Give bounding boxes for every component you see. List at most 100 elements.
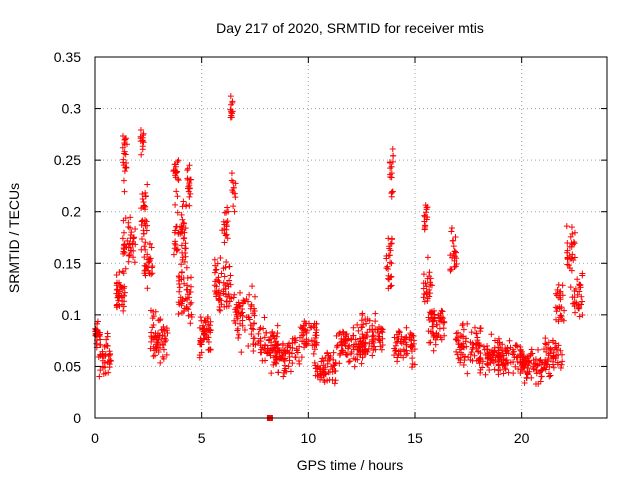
data-point	[459, 322, 466, 329]
data-point	[388, 235, 395, 242]
data-point	[250, 347, 257, 354]
data-point	[449, 237, 456, 244]
y-tick-label: 0.1	[62, 307, 82, 323]
data-point	[95, 331, 102, 338]
data-point	[163, 351, 170, 358]
data-point	[176, 288, 183, 295]
data-point	[437, 334, 444, 341]
data-point	[249, 283, 256, 290]
data-point	[554, 361, 561, 368]
data-point	[547, 346, 554, 353]
data-point	[557, 347, 564, 354]
data-point	[269, 330, 276, 337]
data-point	[137, 127, 144, 134]
data-point	[140, 230, 147, 237]
data-point	[223, 259, 230, 266]
data-point	[569, 241, 576, 248]
data-point	[144, 181, 151, 188]
data-point	[185, 312, 192, 319]
data-point	[464, 320, 471, 327]
data-point	[270, 333, 277, 340]
data-point	[549, 358, 556, 365]
data-point	[388, 260, 395, 267]
data-point	[566, 243, 573, 250]
data-point	[409, 343, 416, 350]
y-axis-label: SRMTID / TECUs	[6, 183, 22, 293]
data-point	[559, 351, 566, 358]
data-point	[223, 298, 230, 305]
data-point	[363, 332, 370, 339]
data-point	[142, 206, 149, 213]
data-point	[196, 324, 203, 331]
data-point	[226, 277, 233, 284]
data-point	[499, 341, 506, 348]
data-point	[579, 272, 586, 279]
data-point	[362, 339, 369, 346]
data-point	[127, 235, 134, 242]
data-point	[182, 295, 189, 302]
y-tick-label: 0.2	[62, 204, 82, 220]
data-point	[175, 230, 182, 237]
data-point	[482, 371, 489, 378]
data-point	[226, 263, 233, 270]
data-point	[564, 240, 571, 247]
data-point	[172, 201, 179, 208]
data-point	[147, 345, 154, 352]
data-point	[180, 219, 187, 226]
data-point	[213, 266, 220, 273]
data-point	[178, 242, 185, 249]
data-point	[196, 354, 203, 361]
data-point	[251, 320, 258, 327]
data-point	[181, 305, 188, 312]
data-point	[120, 307, 127, 314]
data-point	[505, 369, 512, 376]
data-point	[220, 286, 227, 293]
data-point	[464, 370, 471, 377]
data-point	[141, 270, 148, 277]
data-point	[173, 223, 180, 230]
data-point	[162, 337, 169, 344]
data-point	[122, 136, 129, 143]
data-point	[502, 366, 509, 373]
data-point	[220, 265, 227, 272]
data-point	[522, 355, 529, 362]
data-point	[370, 332, 377, 339]
data-point	[377, 343, 384, 350]
data-point	[505, 350, 512, 357]
data-point	[274, 322, 281, 329]
data-point	[495, 335, 502, 342]
data-point	[331, 380, 338, 387]
data-point	[129, 240, 136, 247]
data-point	[473, 330, 480, 337]
data-point	[307, 324, 314, 331]
data-point	[250, 326, 257, 333]
data-point	[289, 335, 296, 342]
data-point	[343, 351, 350, 358]
data-point	[180, 235, 187, 242]
data-point	[232, 320, 239, 327]
data-point	[376, 323, 383, 330]
data-point	[227, 93, 234, 100]
data-point	[251, 335, 258, 342]
data-point	[453, 348, 460, 355]
data-point	[221, 239, 228, 246]
data-point	[426, 339, 433, 346]
data-point	[229, 99, 236, 106]
data-point	[291, 339, 298, 346]
data-point	[362, 316, 369, 323]
data-point	[557, 365, 564, 372]
data-point	[542, 366, 549, 373]
data-point	[484, 342, 491, 349]
data-point	[141, 254, 148, 261]
data-point	[429, 330, 436, 337]
data-point	[432, 341, 439, 348]
data-point	[477, 356, 484, 363]
data-point	[338, 338, 345, 345]
data-point	[370, 347, 377, 354]
data-point	[558, 313, 565, 320]
data-point	[431, 315, 438, 322]
data-point	[311, 359, 318, 366]
data-point	[172, 170, 179, 177]
data-point	[245, 298, 252, 305]
data-point	[179, 249, 186, 256]
